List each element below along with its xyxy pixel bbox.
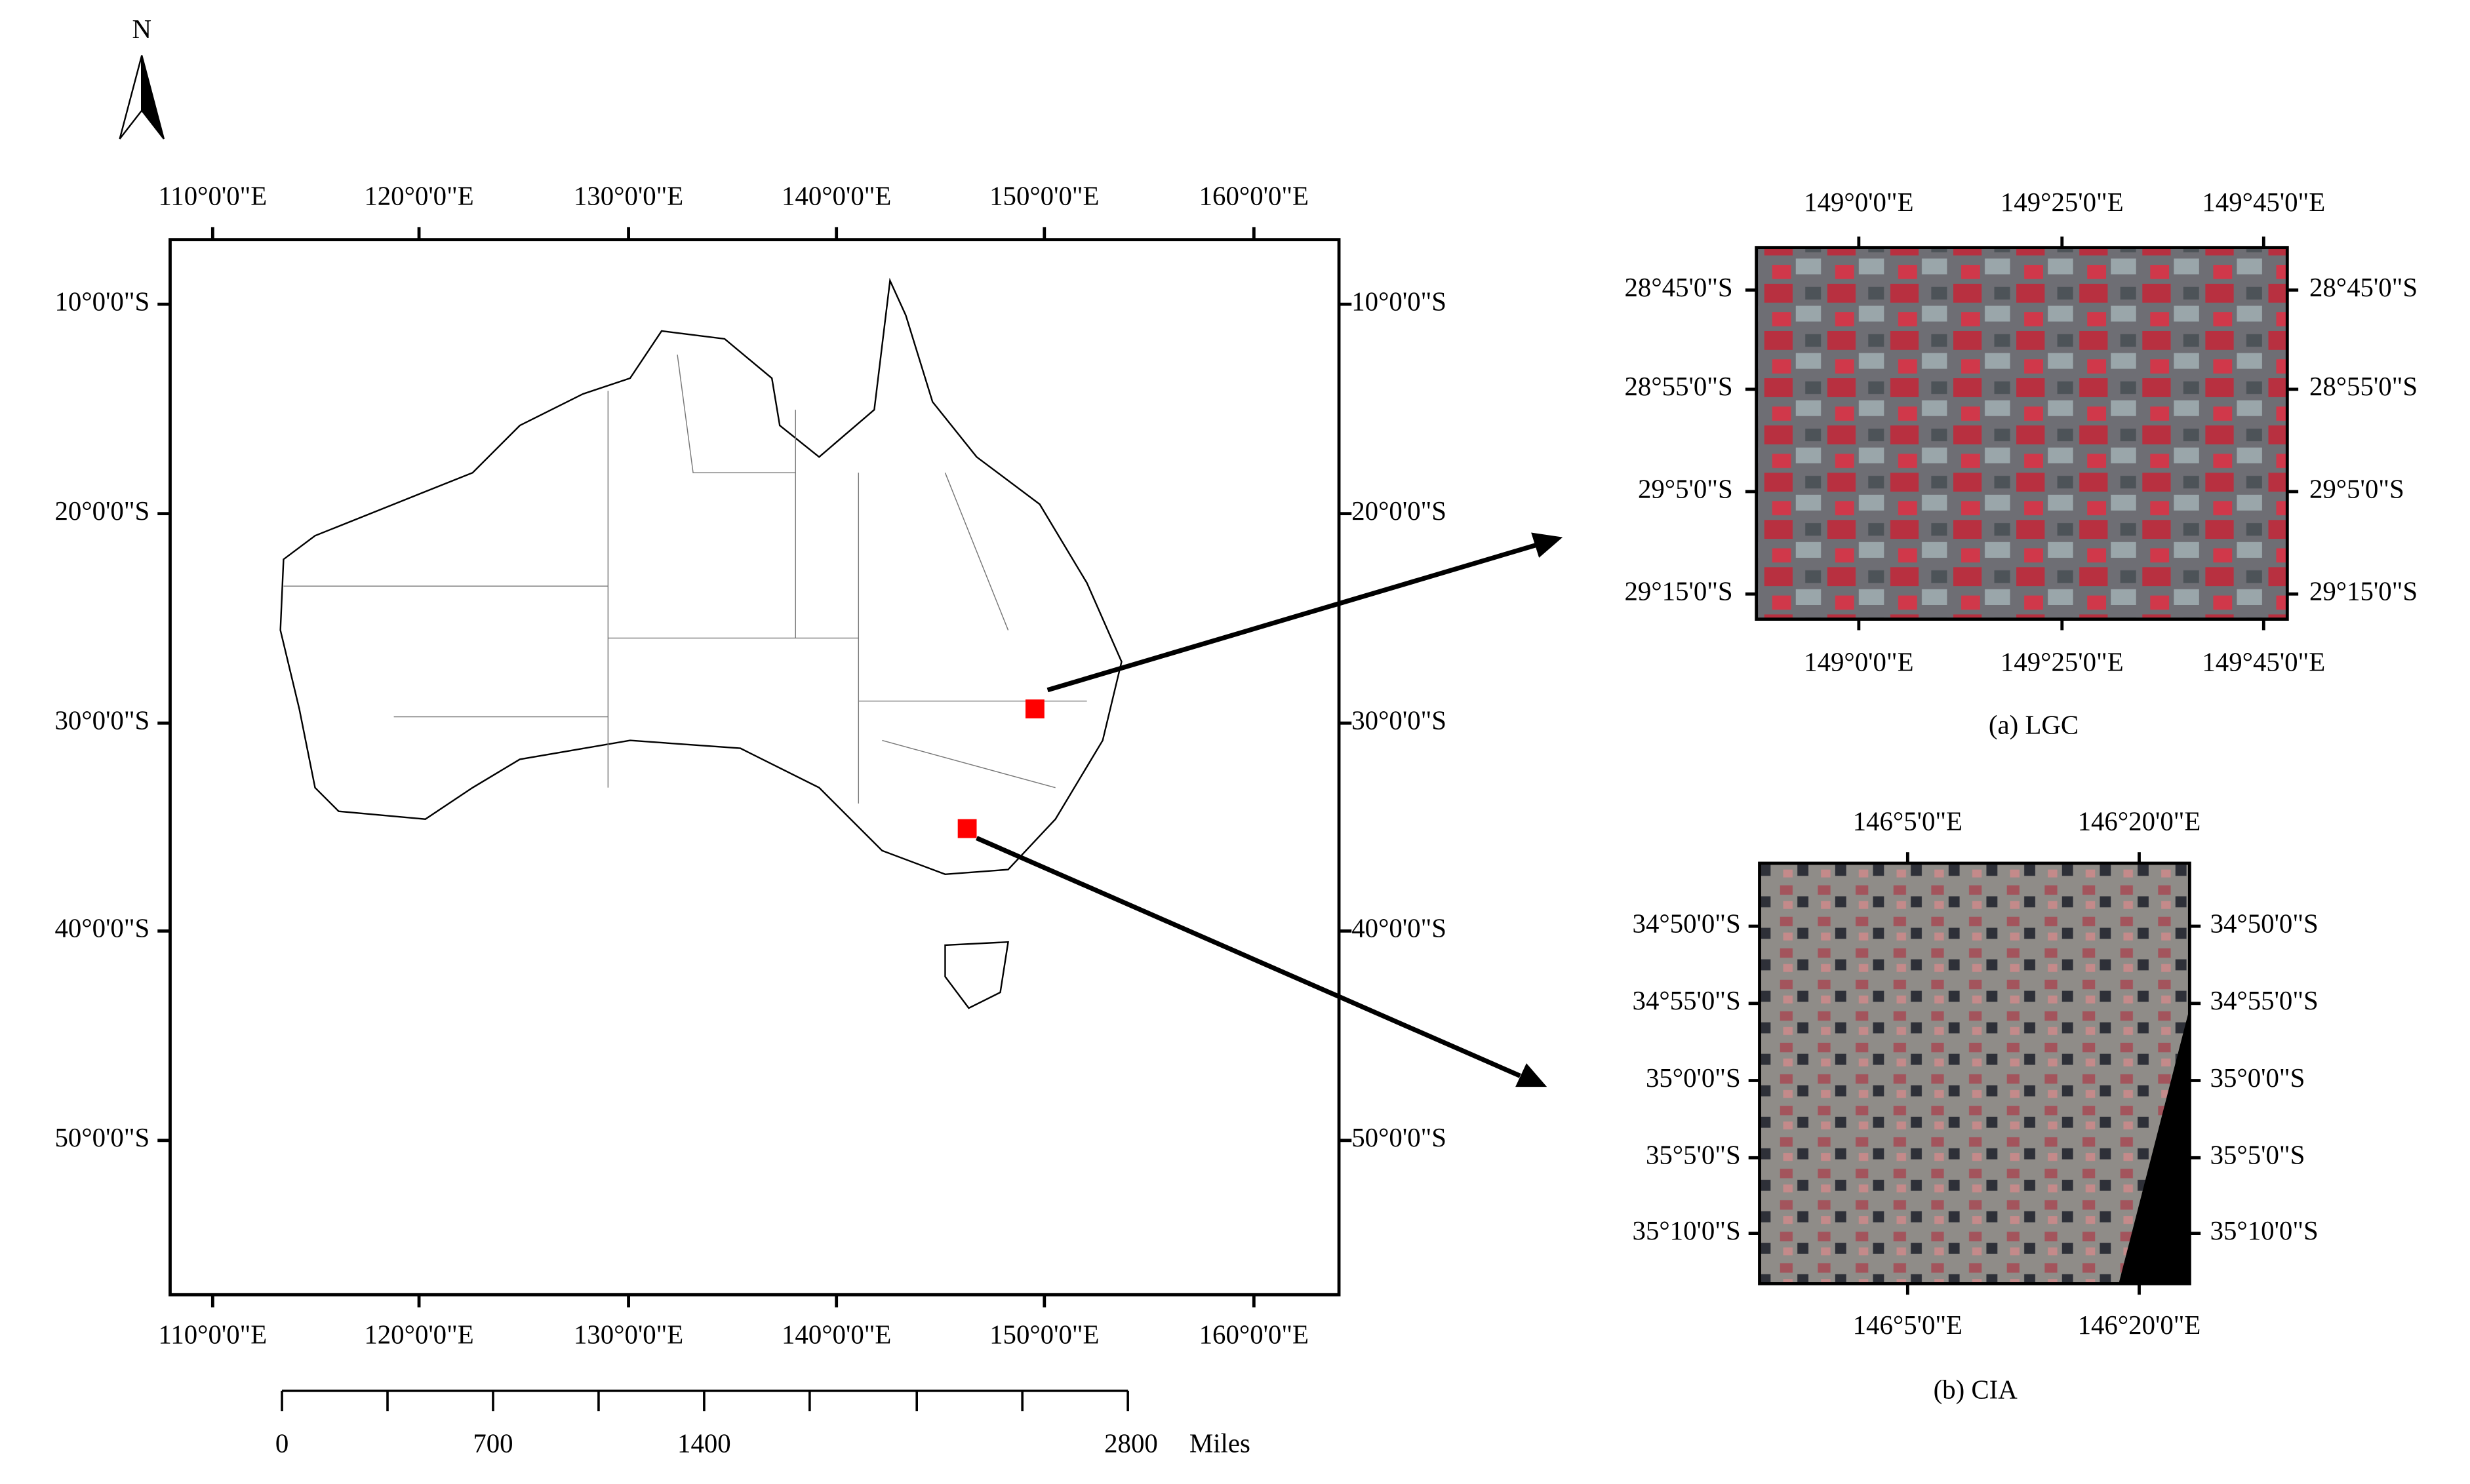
bottom-label: 149°0'0"E <box>1804 648 1913 677</box>
left-label: 34°50'0"S <box>1633 908 1741 938</box>
bottom-label: 140°0'0"E <box>782 1319 891 1349</box>
right-label: 34°55'0"S <box>2210 986 2319 1015</box>
left-label: 20°0'0"S <box>55 496 150 526</box>
right-label: 50°0'0"S <box>1351 1123 1446 1152</box>
top-label: 160°0'0"E <box>1199 182 1309 211</box>
scale-unit: Miles <box>1189 1428 1250 1458</box>
right-label: 40°0'0"S <box>1351 914 1446 943</box>
right-label: 34°50'0"S <box>2210 908 2319 938</box>
caption: (a) LGC <box>1989 711 2079 740</box>
right-label: 35°10'0"S <box>2210 1216 2319 1245</box>
top-label: 130°0'0"E <box>574 182 683 211</box>
north-label: N <box>132 14 151 44</box>
australia <box>279 277 1123 876</box>
top-label: 149°45'0"E <box>2202 187 2325 217</box>
right-label: 29°15'0"S <box>2309 577 2418 606</box>
arrows <box>976 543 1537 1078</box>
inset-a-image <box>1755 246 2289 621</box>
left-label: 29°15'0"S <box>1625 577 1733 606</box>
left-label: 28°45'0"S <box>1625 273 1733 302</box>
left-label: 35°5'0"S <box>1646 1141 1741 1170</box>
top-label: 150°0'0"E <box>989 182 1099 211</box>
bottom-label: 149°45'0"E <box>2202 648 2325 677</box>
left-label: 28°55'0"S <box>1625 372 1733 401</box>
right-label: 20°0'0"S <box>1351 496 1446 526</box>
right-label: 35°5'0"S <box>2210 1141 2305 1170</box>
left-label: 35°0'0"S <box>1646 1063 1741 1093</box>
bottom-label: 149°25'0"E <box>2001 648 2124 677</box>
bottom-label: 146°5'0"E <box>1853 1310 1962 1340</box>
study-area-b <box>957 819 977 838</box>
top-label: 149°0'0"E <box>1804 187 1913 217</box>
left-label: 50°0'0"S <box>55 1123 150 1152</box>
right-label: 35°0'0"S <box>2210 1063 2305 1093</box>
no-data <box>2119 1008 2190 1284</box>
scale-label: 0 <box>275 1428 289 1458</box>
scale-label: 2800 <box>1104 1428 1158 1458</box>
arrowhead <box>1531 532 1563 558</box>
inset-b-image <box>1758 861 2191 1285</box>
left-label: 35°10'0"S <box>1633 1216 1741 1245</box>
bottom-label: 146°20'0"E <box>2078 1310 2201 1340</box>
arrowhead <box>1515 1063 1547 1087</box>
right-label: 30°0'0"S <box>1351 706 1446 735</box>
top-label: 110°0'0"E <box>158 182 267 211</box>
left-label: 40°0'0"S <box>55 914 150 943</box>
top-label: 146°5'0"E <box>1853 806 1962 836</box>
top-label: 149°25'0"E <box>2001 187 2124 217</box>
right-label: 29°5'0"S <box>2309 474 2404 503</box>
study-area-a <box>1025 699 1045 718</box>
caption: (b) CIA <box>1934 1375 2018 1405</box>
bottom-label: 110°0'0"E <box>158 1319 267 1349</box>
tasmania <box>944 941 1009 1009</box>
top-label: 120°0'0"E <box>364 182 473 211</box>
left-label: 34°55'0"S <box>1633 986 1741 1015</box>
top-label: 140°0'0"E <box>782 182 891 211</box>
scale-label: 700 <box>473 1428 513 1458</box>
scale-label: 1400 <box>677 1428 731 1458</box>
top-label: 146°20'0"E <box>2078 806 2201 836</box>
north-arrow <box>141 55 165 140</box>
right-label: 28°45'0"S <box>2309 273 2418 302</box>
right-label: 28°55'0"S <box>2309 372 2418 401</box>
bottom-label: 160°0'0"E <box>1199 1319 1309 1349</box>
left-label: 10°0'0"S <box>55 287 150 317</box>
bottom-label: 150°0'0"E <box>989 1319 1099 1349</box>
right-label: 10°0'0"S <box>1351 287 1446 317</box>
bottom-label: 120°0'0"E <box>364 1319 473 1349</box>
bottom-label: 130°0'0"E <box>574 1319 683 1349</box>
left-label: 30°0'0"S <box>55 706 150 735</box>
north-arrow <box>119 55 143 140</box>
boundaries <box>283 354 1087 804</box>
left-label: 29°5'0"S <box>1638 474 1733 503</box>
